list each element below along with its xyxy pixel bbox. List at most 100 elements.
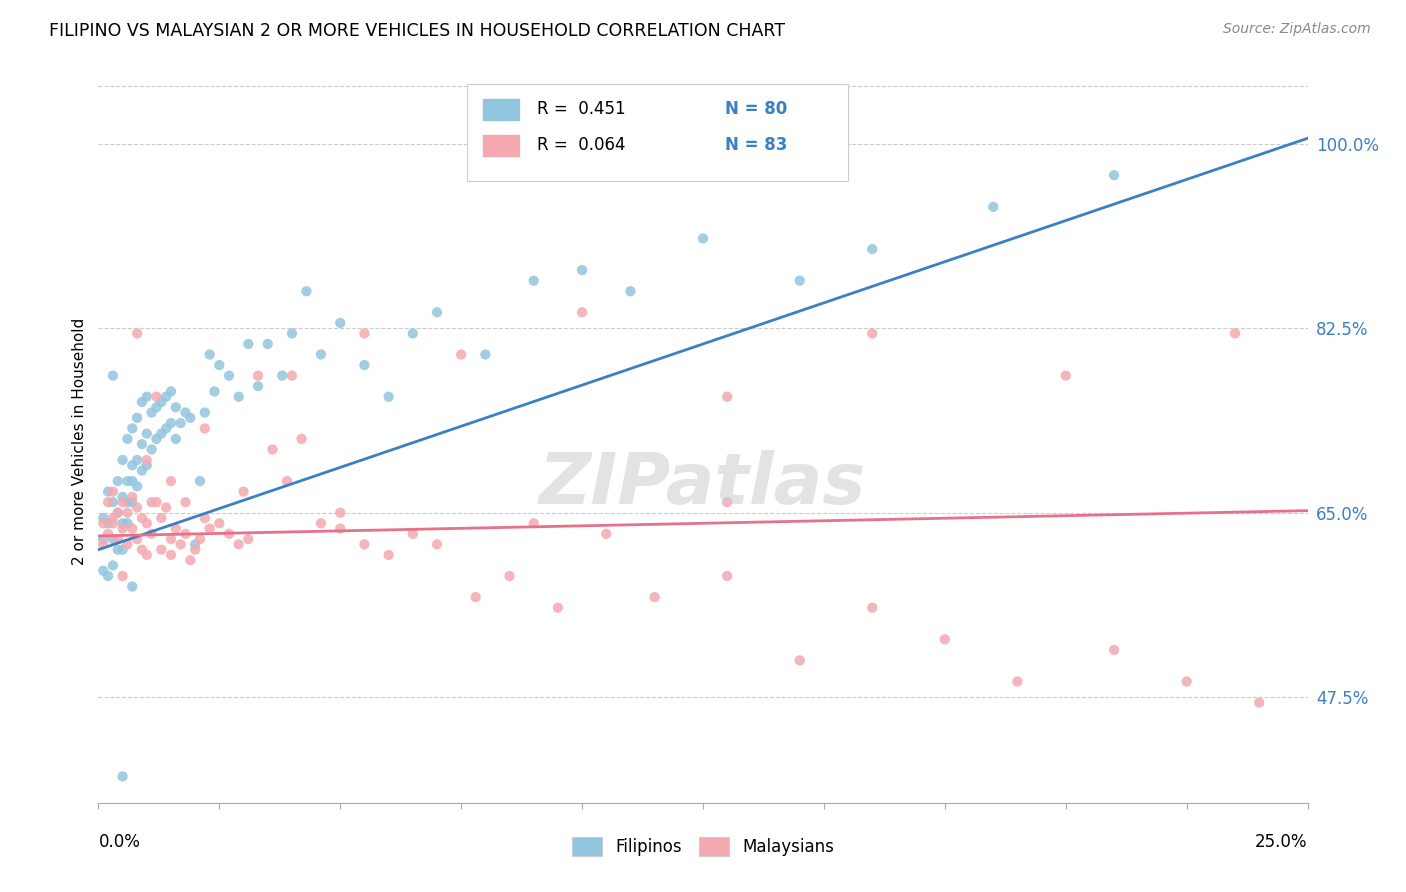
Point (934, 632, 956, 647)
Point (262, 442, 284, 457)
Point (131, 437, 153, 451)
Point (150, 426, 173, 441)
Point (188, 474, 211, 488)
Point (91, 516, 114, 531)
Point (174, 405, 197, 419)
Point (101, 495, 124, 509)
Point (101, 484, 124, 499)
Point (256, 337, 278, 351)
Text: ZIPatlas: ZIPatlas (540, 450, 866, 519)
Point (127, 453, 149, 467)
Point (218, 526, 240, 541)
Point (155, 421, 177, 435)
Point (281, 326, 304, 341)
Y-axis label: 2 or more Vehicles in Household: 2 or more Vehicles in Household (72, 318, 87, 566)
Point (101, 558, 124, 573)
Point (644, 590, 666, 604)
Point (981, 200, 1004, 214)
Point (309, 347, 332, 361)
Point (464, 590, 486, 604)
Point (117, 537, 139, 551)
Point (692, 231, 714, 245)
Point (329, 316, 352, 330)
Point (127, 410, 149, 425)
Point (498, 569, 520, 583)
Point (127, 479, 149, 493)
Point (174, 495, 197, 509)
Point (141, 526, 163, 541)
Point (131, 464, 153, 478)
Point (91, 564, 114, 578)
Point (101, 511, 124, 525)
Text: R =  0.064: R = 0.064 (537, 136, 626, 154)
Point (860, 600, 883, 615)
Point (329, 506, 352, 520)
Point (426, 305, 449, 319)
Point (135, 548, 157, 562)
Point (145, 401, 167, 415)
Point (619, 284, 641, 298)
Point (426, 537, 449, 551)
Point (860, 326, 883, 341)
Point (145, 432, 167, 446)
Point (135, 390, 157, 404)
Point (111, 453, 134, 467)
Point (184, 537, 207, 551)
Point (1102, 643, 1125, 657)
Point (131, 395, 153, 409)
Point (97, 526, 120, 541)
Point (295, 284, 318, 298)
Point (155, 500, 177, 515)
Point (860, 242, 883, 256)
Point (174, 526, 197, 541)
Point (121, 490, 143, 504)
Point (184, 542, 207, 557)
Point (402, 326, 425, 341)
Point (1007, 674, 1029, 689)
Point (377, 548, 399, 562)
Text: N = 83: N = 83 (724, 136, 787, 154)
Point (121, 495, 143, 509)
Point (97, 495, 120, 509)
Point (121, 421, 143, 435)
Point (1249, 696, 1271, 710)
Point (150, 542, 173, 557)
Point (194, 421, 217, 435)
Point (218, 368, 240, 383)
Point (188, 532, 211, 546)
Point (121, 522, 143, 536)
Point (402, 526, 425, 541)
Point (127, 326, 149, 341)
Point (117, 516, 139, 531)
Point (145, 390, 167, 404)
Point (131, 511, 153, 525)
Point (716, 569, 738, 583)
Text: R =  0.451: R = 0.451 (537, 100, 626, 118)
Point (141, 495, 163, 509)
Point (160, 532, 183, 546)
Point (117, 495, 139, 509)
Point (290, 432, 312, 446)
Point (145, 495, 167, 509)
Point (228, 390, 250, 404)
Text: 0.0%: 0.0% (98, 833, 141, 851)
Point (135, 516, 157, 531)
Point (150, 511, 173, 525)
Point (165, 432, 187, 446)
Point (247, 368, 270, 383)
Text: N = 80: N = 80 (724, 100, 787, 118)
Point (141, 405, 163, 419)
Point (377, 390, 399, 404)
Point (169, 537, 191, 551)
Point (228, 537, 250, 551)
Point (111, 542, 134, 557)
Point (789, 653, 811, 667)
Point (107, 474, 129, 488)
Point (127, 500, 149, 515)
Point (107, 506, 129, 520)
Point (111, 490, 134, 504)
Point (523, 274, 546, 288)
Point (97, 516, 120, 531)
Point (208, 516, 231, 531)
Point (117, 474, 139, 488)
